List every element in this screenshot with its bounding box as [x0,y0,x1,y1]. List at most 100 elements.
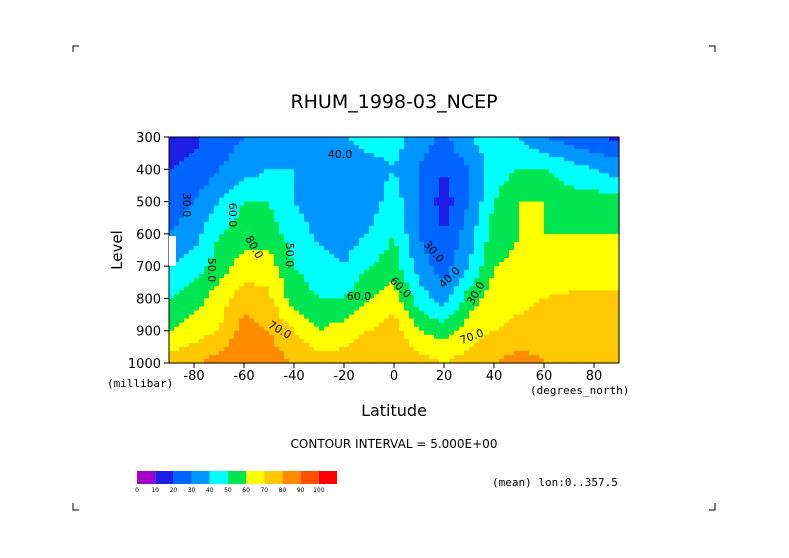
field-cell [174,298,180,304]
field-cell [594,153,600,158]
field-cell [184,250,190,255]
field-cell [404,314,410,320]
field-cell [304,201,310,207]
field-cell [589,338,595,344]
field-cell [239,165,245,170]
field-cell [364,274,370,279]
field-cell [414,193,420,199]
field-cell [499,350,505,356]
field-cell [279,286,285,291]
field-cell [409,350,415,356]
field-cell [344,237,350,243]
field-cell [324,290,330,295]
field-cell [549,141,555,146]
field-cell [374,338,380,344]
field-cell [184,165,190,170]
field-cell [519,221,525,227]
field-cell [304,342,310,348]
field-cell [274,314,280,320]
field-cell [174,278,180,283]
field-cell [519,213,525,219]
field-cell [369,137,375,142]
field-cell [524,342,530,348]
field-cell [244,322,250,328]
field-cell [509,270,515,275]
field-cell [384,201,390,207]
field-cell [274,173,280,178]
field-cell [349,278,355,283]
field-cell [234,241,240,247]
field-cell [389,165,395,170]
field-cell [349,221,355,227]
field-cell [234,270,240,275]
field-cell [449,330,455,336]
field-cell [439,318,445,324]
field-cell [609,205,615,211]
field-cell [484,278,490,283]
field-cell [259,165,265,170]
field-cell [339,149,345,154]
field-cell [239,318,245,324]
field-cell [494,334,500,340]
field-cell [384,342,390,348]
field-cell [559,306,565,312]
field-cell [494,213,500,219]
field-cell [579,145,585,150]
corner-mark-top-left [72,45,79,52]
field-cell [209,141,215,146]
field-cell [524,310,530,316]
field-cell [169,318,175,324]
field-cell [254,314,260,320]
field-cell [434,189,440,195]
field-cell [434,266,440,271]
field-cell [244,153,250,158]
field-cell [439,342,445,348]
field-cell [169,217,175,223]
field-cell [554,322,560,328]
field-cell [579,193,585,199]
field-cell [559,274,565,279]
field-cell [329,318,335,324]
field-cell [309,306,315,312]
field-cell [459,350,465,356]
field-cell [464,185,470,191]
field-cell [299,322,305,328]
field-cell [559,173,565,178]
field-cell [544,241,550,247]
field-cell [389,318,395,324]
field-cell [314,290,320,295]
field-cell [344,181,350,187]
field-cell [359,217,365,223]
field-cell [354,338,360,344]
field-cell [374,334,380,340]
field-cell [249,189,255,195]
field-cell [479,241,485,247]
field-cell [204,274,210,279]
field-cell [474,233,480,239]
field-cell [314,274,320,279]
field-cell [414,342,420,348]
field-cell [499,145,505,150]
field-cell [239,254,245,259]
field-cell [249,258,255,263]
field-cell [179,201,185,207]
field-cell [479,278,485,283]
field-cell [429,350,435,356]
field-cell [534,209,540,215]
field-cell [179,298,185,304]
field-cell [234,258,240,263]
field-cell [359,229,365,235]
field-cell [299,181,305,187]
field-cell [204,266,210,271]
field-cell [189,161,195,166]
field-cell [604,342,610,348]
field-cell [379,205,385,211]
field-cell [524,237,530,243]
field-cell [249,169,255,174]
field-cell [439,322,445,328]
field-cell [179,262,185,267]
field-cell [599,310,605,316]
field-cell [574,338,580,344]
field-cell [614,161,620,166]
field-cell [209,270,215,275]
